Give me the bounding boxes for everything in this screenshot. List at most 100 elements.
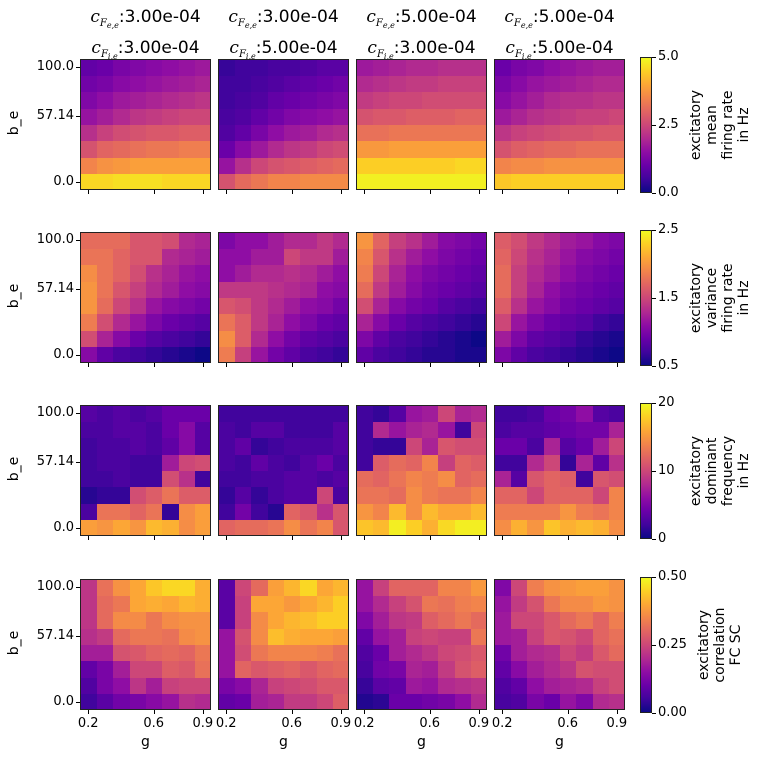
heatmap-cell bbox=[267, 125, 285, 143]
heatmap-cell bbox=[438, 406, 456, 423]
heatmap-cell bbox=[543, 125, 561, 143]
heatmap-cell bbox=[284, 677, 302, 696]
heatmap-cell bbox=[178, 314, 197, 332]
heatmap-cell bbox=[543, 141, 561, 159]
heatmap-cell bbox=[300, 60, 318, 77]
heatmap-cell bbox=[316, 125, 335, 143]
heatmap-cell bbox=[267, 92, 285, 110]
heatmap-cell bbox=[609, 406, 624, 423]
heatmap-cell bbox=[129, 645, 147, 663]
heatmap-cell bbox=[300, 174, 318, 189]
heatmap-cell bbox=[560, 661, 578, 679]
heatmap-cell bbox=[162, 487, 180, 505]
subscript-letter: F bbox=[237, 18, 245, 29]
heatmap-cell bbox=[234, 645, 253, 663]
heatmap-cell bbox=[333, 157, 348, 176]
heatmap-cell bbox=[560, 520, 578, 535]
heatmap-cell bbox=[267, 265, 285, 283]
heatmap-cell bbox=[422, 661, 440, 679]
heatmap-cell bbox=[96, 330, 115, 349]
title-symbol: cFe,e bbox=[228, 7, 257, 30]
heatmap-cell bbox=[422, 125, 440, 143]
heatmap-cell bbox=[527, 157, 545, 176]
heatmap-cell bbox=[316, 520, 335, 535]
heatmap-cell bbox=[113, 298, 131, 316]
heatmap-cell bbox=[234, 520, 253, 535]
heatmap-cell bbox=[438, 421, 456, 440]
heatmap-cell bbox=[300, 628, 318, 646]
heatmap-cell bbox=[113, 612, 131, 630]
heatmap-cell bbox=[113, 347, 131, 362]
heatmap-cell bbox=[357, 406, 374, 423]
heatmap-cell bbox=[113, 503, 131, 522]
heatmap-cell bbox=[438, 75, 456, 94]
x-tick-mark bbox=[616, 363, 618, 367]
heatmap-cell bbox=[543, 421, 561, 440]
heatmap-cell bbox=[81, 487, 98, 505]
heatmap-cell bbox=[300, 661, 318, 679]
heatmap-cell bbox=[195, 595, 210, 614]
heatmap-cell bbox=[389, 677, 407, 696]
heatmap-cell bbox=[592, 454, 611, 472]
x-axis-label: g bbox=[141, 734, 150, 750]
heatmap-cell bbox=[333, 298, 348, 316]
heatmap-cell bbox=[81, 60, 98, 77]
heatmap-cell bbox=[471, 157, 486, 176]
heatmap-cell bbox=[422, 281, 440, 299]
heatmap-cell bbox=[113, 125, 131, 143]
heatmap-cell bbox=[454, 330, 473, 349]
heatmap-cell bbox=[178, 645, 197, 663]
heatmap-cell bbox=[422, 503, 440, 522]
heatmap-cell bbox=[251, 645, 269, 663]
subscript-index: i,e bbox=[383, 52, 394, 61]
colorbar-label-line: in Hz bbox=[736, 107, 752, 143]
heatmap-cell bbox=[284, 141, 302, 159]
heatmap-cell bbox=[178, 421, 197, 440]
heatmap-cell bbox=[592, 248, 611, 267]
heatmap-cell bbox=[389, 454, 407, 472]
heatmap-cell bbox=[560, 406, 578, 423]
heatmap-cell bbox=[543, 471, 561, 489]
heatmap-cell bbox=[527, 330, 545, 349]
heatmap-cell bbox=[81, 347, 98, 362]
heatmap-cell bbox=[284, 595, 302, 614]
heatmap-cell bbox=[96, 595, 115, 614]
heatmap-cell bbox=[543, 520, 561, 535]
heatmap-cell bbox=[357, 612, 374, 630]
heatmap-cell bbox=[576, 677, 594, 696]
heatmap-cell bbox=[333, 248, 348, 267]
heatmap-cell bbox=[560, 281, 578, 299]
heatmap-cell bbox=[372, 645, 391, 663]
heatmap-cell bbox=[219, 628, 236, 646]
heatmap-cell bbox=[162, 471, 180, 489]
heatmap-cell bbox=[527, 612, 545, 630]
heatmap-cell bbox=[333, 265, 348, 283]
heatmap-cell bbox=[438, 595, 456, 614]
heatmap-cell bbox=[219, 520, 236, 535]
heatmap-cell bbox=[422, 645, 440, 663]
heatmap-cell bbox=[234, 421, 253, 440]
heatmap-cell bbox=[454, 265, 473, 283]
heatmap-cell bbox=[300, 233, 318, 250]
heatmap-cell bbox=[333, 174, 348, 189]
y-tick-label: 0.0 bbox=[53, 693, 74, 709]
heatmap-cell bbox=[357, 677, 374, 696]
heatmap-cell bbox=[234, 233, 253, 250]
heatmap-cell bbox=[372, 174, 391, 189]
heatmap-cell bbox=[543, 580, 561, 597]
heatmap-cell bbox=[162, 580, 180, 597]
heatmap-cell bbox=[300, 347, 318, 362]
y-axis-label: b_e bbox=[6, 283, 22, 308]
heatmap-cell bbox=[405, 347, 423, 362]
heatmap-cell bbox=[219, 677, 236, 696]
x-tick-mark bbox=[616, 536, 618, 540]
heatmap-cell bbox=[609, 645, 624, 663]
heatmap-cell bbox=[284, 645, 302, 663]
heatmap-cell bbox=[495, 330, 512, 349]
heatmap-cell bbox=[316, 174, 335, 189]
heatmap-cell bbox=[422, 174, 440, 189]
heatmap-cell bbox=[146, 421, 164, 440]
heatmap-cell bbox=[96, 248, 115, 267]
heatmap-cell bbox=[129, 661, 147, 679]
heatmap-cell bbox=[81, 298, 98, 316]
